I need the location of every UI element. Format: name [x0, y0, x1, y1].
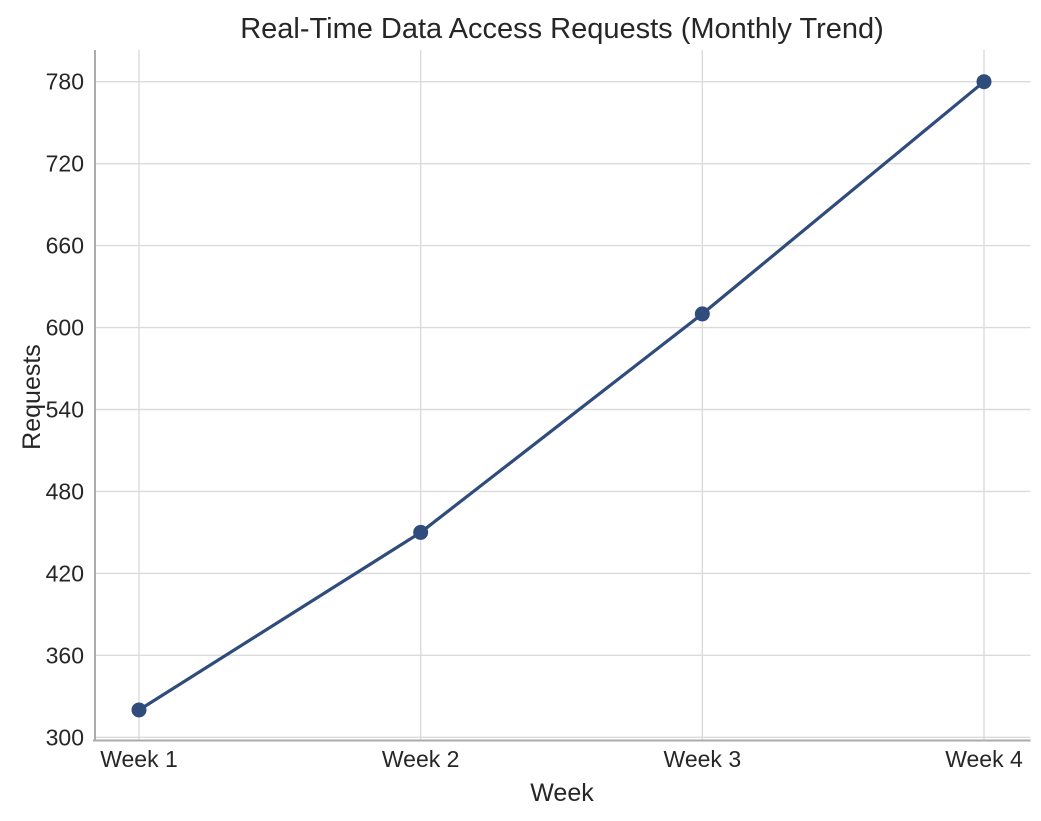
x-tick-label: Week 2 — [382, 746, 460, 772]
y-tick-label: 780 — [46, 69, 84, 95]
x-tick-label: Week 3 — [664, 746, 742, 772]
data-point-marker — [976, 74, 992, 90]
y-tick-label: 300 — [46, 724, 84, 750]
gridlines — [95, 50, 1031, 741]
tick-labels: 300 360 420 480 540 600 660 720 780 Week 1 Week 2 W… — [46, 69, 1023, 772]
data-point-marker — [131, 702, 147, 718]
axes-spines — [93, 50, 1031, 742]
chart-title: Real-Time Data Access Requests (Monthly … — [240, 13, 884, 45]
y-tick-label: 420 — [46, 560, 84, 586]
y-tick-label: 720 — [46, 151, 84, 177]
x-axis-label: Week — [530, 779, 594, 807]
y-tick-label: 480 — [46, 478, 84, 504]
y-tick-label: 600 — [46, 315, 84, 341]
data-point-marker — [694, 306, 710, 322]
y-tick-label: 660 — [46, 233, 84, 259]
data-point-marker — [413, 524, 429, 540]
x-tick-label: Week 1 — [100, 746, 178, 772]
y-tick-label: 540 — [46, 397, 84, 423]
y-axis-label: Requests — [18, 344, 46, 450]
x-tick-label: Week 4 — [945, 746, 1023, 772]
data-series — [131, 74, 992, 718]
trend-line — [137, 80, 986, 712]
y-tick-label: 360 — [46, 642, 84, 668]
